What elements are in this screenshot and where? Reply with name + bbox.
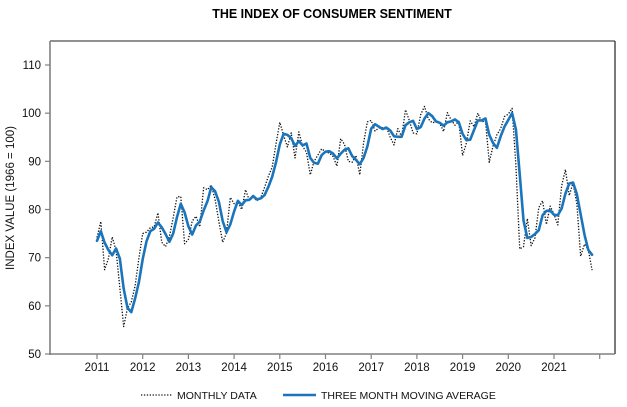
x-tick-label: 2012 xyxy=(130,362,156,374)
y-tick-label: 100 xyxy=(22,108,41,120)
legend: MONTHLY DATA THREE MONTH MOVING AVERAGE xyxy=(141,390,496,402)
x-tick-label: 2017 xyxy=(358,362,384,374)
x-tick-label: 2011 xyxy=(85,362,110,374)
series-line-moving-average xyxy=(95,111,594,314)
y-tick-label: 60 xyxy=(28,301,41,313)
legend-label-moving-average: THREE MONTH MOVING AVERAGE xyxy=(321,390,496,402)
y-axis-ticks: 50 60 70 80 90 100 110 xyxy=(22,60,50,361)
x-tick-label: 2020 xyxy=(496,362,522,374)
x-tick-label: 2013 xyxy=(176,362,202,374)
y-tick-label: 90 xyxy=(28,156,41,168)
y-tick-label: 110 xyxy=(23,60,41,72)
y-tick-label: 80 xyxy=(28,205,41,217)
x-tick-label: 2018 xyxy=(404,362,430,374)
legend-label-monthly-data: MONTHLY DATA xyxy=(177,390,257,402)
plot-frame xyxy=(49,40,616,355)
x-tick-label: 2015 xyxy=(267,362,293,374)
series-layer xyxy=(95,105,594,328)
y-axis-title: INDEX VALUE (1966 = 100) xyxy=(5,126,17,270)
chart-title: THE INDEX OF CONSUMER SENTIMENT xyxy=(212,7,452,21)
x-tick-label: 2016 xyxy=(313,362,339,374)
x-axis-ticks: 2011 2012 2013 2014 2015 2016 2017 2018 2019 2020… xyxy=(85,354,601,374)
x-tick-label: 2014 xyxy=(221,362,247,374)
x-tick-label: 2019 xyxy=(450,362,476,374)
y-tick-label: 50 xyxy=(28,349,41,361)
y-tick-label: 70 xyxy=(28,253,41,265)
x-tick-label: 2021 xyxy=(541,362,567,374)
